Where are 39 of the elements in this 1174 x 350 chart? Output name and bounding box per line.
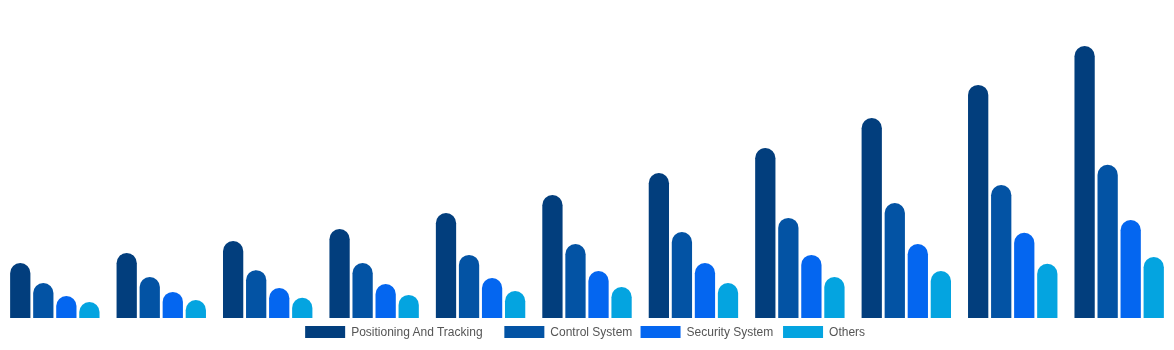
bar (778, 217, 799, 318)
bar (930, 270, 951, 318)
bar (435, 213, 457, 318)
bar (968, 84, 989, 318)
bar (861, 118, 882, 318)
bar (33, 282, 54, 318)
bar (588, 270, 609, 318)
bar (884, 202, 905, 318)
legend-label: Others (829, 325, 866, 339)
bar (329, 229, 350, 318)
bar (565, 244, 586, 318)
bar (648, 173, 670, 318)
bar (1120, 220, 1141, 318)
legend-label: Security System (686, 325, 774, 339)
bar (907, 244, 928, 318)
bar (116, 253, 137, 318)
bar (10, 263, 31, 318)
bar (375, 284, 396, 318)
bar (824, 276, 845, 318)
bar (352, 263, 373, 318)
bar (481, 278, 503, 318)
bar (717, 282, 739, 318)
legend-label: Control System (550, 325, 633, 339)
bar (139, 276, 160, 318)
bar (458, 254, 480, 318)
bar (1074, 46, 1095, 318)
bar (801, 254, 822, 318)
bar (694, 263, 716, 318)
bar (991, 185, 1012, 318)
bar (1143, 257, 1164, 318)
bar (1014, 232, 1035, 318)
bar (223, 241, 244, 318)
bar (1097, 164, 1118, 318)
legend-label: Positioning And Tracking (351, 325, 483, 339)
bar (1037, 263, 1058, 318)
bar (542, 195, 563, 318)
bar (671, 232, 693, 318)
bar (755, 148, 776, 318)
bar (246, 270, 267, 318)
